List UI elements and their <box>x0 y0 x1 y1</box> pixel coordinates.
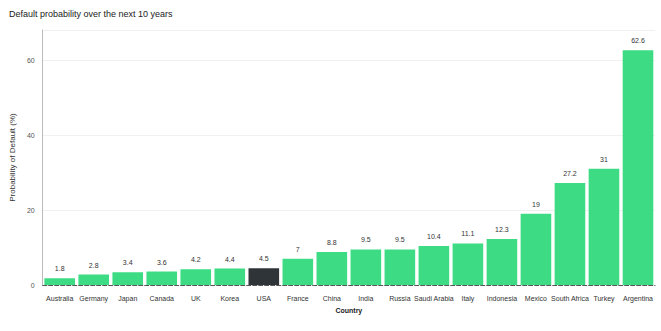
svg-text:9.5: 9.5 <box>395 236 405 243</box>
svg-text:South Africa: South Africa <box>551 295 589 302</box>
svg-text:4.2: 4.2 <box>191 256 201 263</box>
svg-text:0: 0 <box>31 282 35 289</box>
svg-text:60: 60 <box>27 57 35 64</box>
svg-text:8.8: 8.8 <box>327 239 337 246</box>
svg-text:12.3: 12.3 <box>495 226 509 233</box>
svg-text:4.4: 4.4 <box>225 256 235 263</box>
svg-text:4.5: 4.5 <box>259 255 269 262</box>
svg-text:27.2: 27.2 <box>563 170 577 177</box>
svg-text:40: 40 <box>27 132 35 139</box>
svg-text:Canada: Canada <box>149 295 174 302</box>
svg-text:1.8: 1.8 <box>55 265 65 272</box>
svg-text:France: France <box>287 295 309 302</box>
svg-text:Turkey: Turkey <box>593 295 615 303</box>
svg-text:7: 7 <box>296 246 300 253</box>
svg-text:Australia: Australia <box>46 295 73 302</box>
svg-text:31: 31 <box>600 156 608 163</box>
svg-text:Country: Country <box>335 307 362 315</box>
svg-text:India: India <box>358 295 373 302</box>
svg-text:Indonesia: Indonesia <box>487 295 517 302</box>
svg-text:Probability of Default (%): Probability of Default (%) <box>8 113 17 202</box>
svg-text:3.6: 3.6 <box>157 259 167 266</box>
svg-text:China: China <box>323 295 341 302</box>
svg-text:Japan: Japan <box>118 295 137 303</box>
svg-text:19: 19 <box>532 201 540 208</box>
svg-text:20: 20 <box>27 207 35 214</box>
svg-text:Russia: Russia <box>389 295 411 302</box>
svg-text:3.4: 3.4 <box>123 259 133 266</box>
svg-text:Mexico: Mexico <box>525 295 547 302</box>
svg-text:Argentina: Argentina <box>623 295 653 303</box>
svg-text:62.6: 62.6 <box>631 37 645 44</box>
svg-text:Germany: Germany <box>79 295 108 303</box>
svg-text:11.1: 11.1 <box>461 230 474 237</box>
svg-text:10.4: 10.4 <box>427 233 441 240</box>
svg-text:Saudi Arabia: Saudi Arabia <box>414 295 454 302</box>
svg-text:2.8: 2.8 <box>89 262 99 269</box>
svg-text:Italy: Italy <box>461 295 474 303</box>
svg-text:Korea: Korea <box>220 295 239 302</box>
svg-text:USA: USA <box>257 295 272 302</box>
svg-text:Default probability over the n: Default probability over the next 10 yea… <box>9 9 173 19</box>
svg-text:UK: UK <box>191 295 201 302</box>
svg-text:9.5: 9.5 <box>361 236 371 243</box>
